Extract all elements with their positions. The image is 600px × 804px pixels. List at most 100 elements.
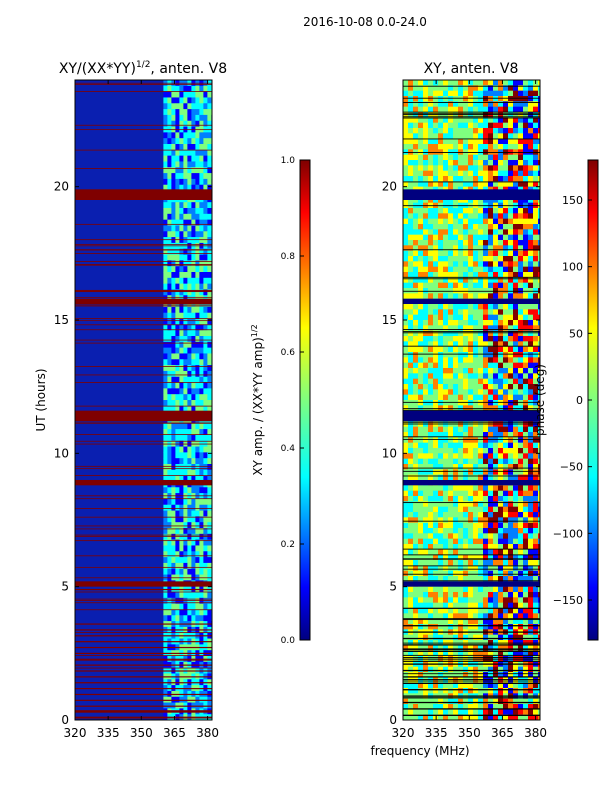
phase-cell [533,91,538,97]
phase-cell [408,373,413,379]
phase-cell [478,448,483,454]
phase-cell [488,261,493,267]
phase-cell [438,261,443,267]
phase-cell [408,448,413,454]
phase-cell [493,389,498,395]
amplitude-cell [183,319,187,325]
phase-flag-line [403,644,540,645]
amplitude-cell [179,92,183,98]
phase-cell [453,688,458,694]
phase-cell [513,368,518,374]
amplitude-cell [199,220,203,226]
amplitude-cell [183,202,187,208]
amplitude-cell [183,615,187,621]
amplitude-flag-line [75,91,212,92]
amplitude-cell [195,423,199,429]
phase-cell [408,320,413,326]
phase-cell [453,176,458,182]
phase-cell [508,699,513,705]
phase-cell [413,587,418,593]
phase-cell [443,635,448,641]
amplitude-cell [167,569,171,575]
phase-cell [423,80,428,86]
phase-cell [488,443,493,449]
phase-cell [443,437,448,443]
phase-cell [473,309,478,315]
amplitude-cell [195,121,199,127]
phase-cell [403,325,408,331]
amplitude-flag-line [75,244,212,245]
amplitude-cell [187,237,191,243]
amplitude-cell [195,97,199,103]
phase-cell [463,368,468,374]
phase-cell [428,144,433,150]
phase-cell [403,624,408,630]
phase-cell [488,485,493,491]
phase-cell [468,96,473,102]
phase-cell [448,267,453,273]
amplitude-cell [199,464,203,470]
phase-cell [468,517,473,523]
phase-cell [448,123,453,129]
phase-cell [433,277,438,283]
phase-cell [483,491,488,497]
phase-cell [483,507,488,513]
phase-cell [458,363,463,369]
phase-cell [518,384,523,390]
phase-cell [468,123,473,129]
phase-cell [403,277,408,283]
phase-cell [533,453,538,459]
phase-cell [528,453,533,459]
phase-cell [418,523,423,529]
phase-cell [458,656,463,662]
phase-cell [513,267,518,273]
phase-cell [518,437,523,443]
phase-cell [473,261,478,267]
phase-cell [408,656,413,662]
phase-cell [503,256,508,262]
phase-cell [448,384,453,390]
phase-cell [478,176,483,182]
phase-cell [493,352,498,358]
amplitude-cell [203,278,207,284]
phase-cell [448,699,453,705]
phase-cell [513,603,518,609]
phase-cell [523,512,528,518]
phase-flag-line [403,569,540,570]
phase-cell [468,283,473,289]
phase-cell [403,133,408,139]
amplitude-cell [191,447,195,453]
amplitude-cell [203,551,207,557]
phase-cell [513,469,518,475]
phase-cell [458,219,463,225]
amplitude-cell [163,452,167,458]
phase-cell [428,304,433,310]
amplitude-flag-line [75,324,212,325]
phase-cell [438,267,443,273]
phase-cell [413,603,418,609]
phase-cell [408,560,413,566]
amplitude-cell [191,563,195,569]
amplitude-cell [179,592,183,598]
phase-cell [413,528,418,534]
amplitude-cell [191,225,195,231]
phase-cell [538,587,543,593]
phase-flag-line [403,410,540,411]
phase-cell [413,352,418,358]
phase-cell [483,475,488,481]
amplitude-cell [203,179,207,185]
phase-cell [403,267,408,273]
phase-cell [498,277,503,283]
phase-cell [418,464,423,470]
phase-cell [508,549,513,555]
phase-cell [448,437,453,443]
phase-cell [493,507,498,513]
phase-flag-line [403,673,540,674]
phase-cell [443,677,448,683]
phase-cell [403,176,408,182]
phase-cell [538,464,543,470]
phase-cell [433,91,438,97]
amplitude-cell [191,592,195,598]
phase-cell [488,597,493,603]
phase-cell [523,139,528,145]
